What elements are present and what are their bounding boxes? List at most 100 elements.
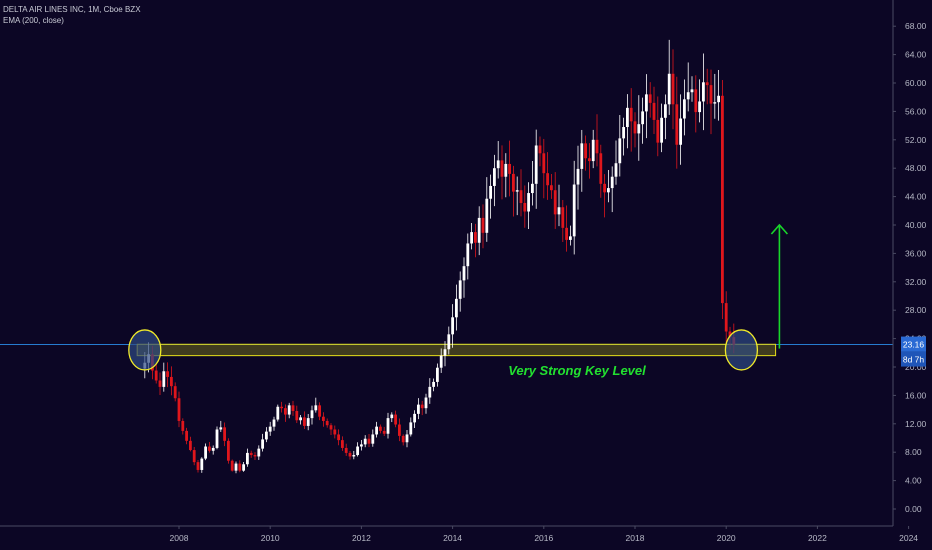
candle: [633, 112, 637, 148]
price-tick-label: 44.00: [905, 192, 927, 202]
candle: [371, 429, 375, 447]
candle-body: [310, 410, 314, 419]
candle: [386, 412, 390, 439]
candle: [268, 421, 272, 436]
candle-body: [713, 102, 717, 104]
candle-body: [519, 190, 523, 203]
candle-body: [265, 431, 268, 440]
candle-body: [656, 119, 660, 143]
candle-body: [234, 463, 238, 471]
candle-body: [534, 145, 538, 184]
candle-body: [557, 207, 561, 215]
candle-body: [173, 386, 177, 399]
candle-body: [409, 422, 413, 435]
candle-body: [603, 183, 606, 193]
candle: [553, 172, 557, 229]
candle-body: [287, 405, 291, 415]
price-axis[interactable]: 0.004.008.0012.0016.0020.0024.0028.0032.…: [892, 0, 927, 526]
candle-body: [576, 168, 580, 185]
candle-body: [261, 439, 264, 449]
candle-body: [257, 448, 261, 457]
candle-body: [648, 94, 652, 103]
candle: [447, 326, 451, 355]
price-tick-label: 52.00: [905, 135, 927, 145]
candle: [398, 418, 401, 442]
indicator-label[interactable]: EMA (200, close): [3, 16, 64, 25]
arrow-head: [770, 223, 788, 235]
candle: [166, 362, 169, 388]
candle-body: [363, 438, 367, 445]
candle: [185, 427, 188, 445]
candle-body: [394, 414, 397, 425]
candle: [721, 80, 724, 320]
candle: [204, 443, 207, 461]
candle: [576, 145, 580, 210]
candle: [690, 76, 694, 102]
candle-body: [515, 190, 519, 192]
candle: [401, 434, 405, 446]
candle: [227, 438, 230, 464]
candle: [637, 95, 641, 161]
candle: [261, 433, 264, 452]
candle-body: [314, 405, 318, 411]
time-tick-label: 2018: [626, 533, 645, 543]
candle-body: [284, 408, 287, 415]
candle-body: [436, 367, 439, 382]
candle: [272, 416, 276, 431]
price-tick-label: 48.00: [905, 163, 927, 173]
candle-body: [496, 160, 500, 169]
symbol-title[interactable]: DELTA AIR LINES INC, 1M, Cboe BZX: [3, 5, 141, 14]
candle-body: [489, 185, 492, 199]
candle: [420, 400, 424, 416]
candle-body: [633, 121, 637, 134]
candle: [645, 74, 648, 139]
candle-body: [694, 89, 698, 113]
candle-body: [572, 184, 576, 237]
candle: [542, 138, 546, 199]
candle: [595, 114, 599, 167]
candle: [310, 405, 314, 425]
candle-body: [462, 266, 466, 281]
candle: [641, 97, 644, 144]
candle-body: [268, 426, 272, 432]
candle: [569, 225, 572, 246]
candle: [629, 88, 633, 152]
candle: [356, 442, 359, 457]
candle-body: [295, 411, 299, 421]
candle-body: [227, 440, 230, 461]
candle-body: [504, 163, 508, 177]
candle: [698, 79, 701, 123]
candle-body: [538, 145, 542, 154]
key-level-label: Very Strong Key Level: [508, 363, 646, 378]
candle-body: [470, 232, 473, 244]
candle-body: [177, 398, 181, 421]
time-axis[interactable]: 2008 2010 2012 2014 2016 2018 2020 2022 2024: [0, 525, 918, 543]
candle-body: [306, 418, 310, 426]
candle: [458, 271, 462, 312]
candle-body: [595, 139, 599, 154]
candle-body: [614, 163, 618, 177]
candle-body: [493, 168, 496, 186]
price-tick-label: 28.00: [905, 305, 927, 315]
candle-body: [550, 185, 553, 191]
candle-body: [333, 429, 337, 435]
candle-body: [204, 446, 207, 459]
candle: [462, 257, 466, 298]
candle-body: [337, 434, 340, 441]
candle: [265, 427, 268, 443]
candle-body: [253, 455, 257, 457]
candle: [424, 393, 428, 414]
bar-timer-badge: [901, 351, 926, 367]
candle-body: [546, 173, 549, 186]
candle: [238, 460, 242, 473]
key-level-zone-group: [136, 343, 777, 357]
candle-body: [675, 104, 679, 145]
candle-body: [238, 463, 242, 471]
candle-body: [728, 331, 732, 338]
candle: [534, 129, 538, 209]
candle: [329, 423, 333, 436]
candle: [318, 402, 321, 421]
